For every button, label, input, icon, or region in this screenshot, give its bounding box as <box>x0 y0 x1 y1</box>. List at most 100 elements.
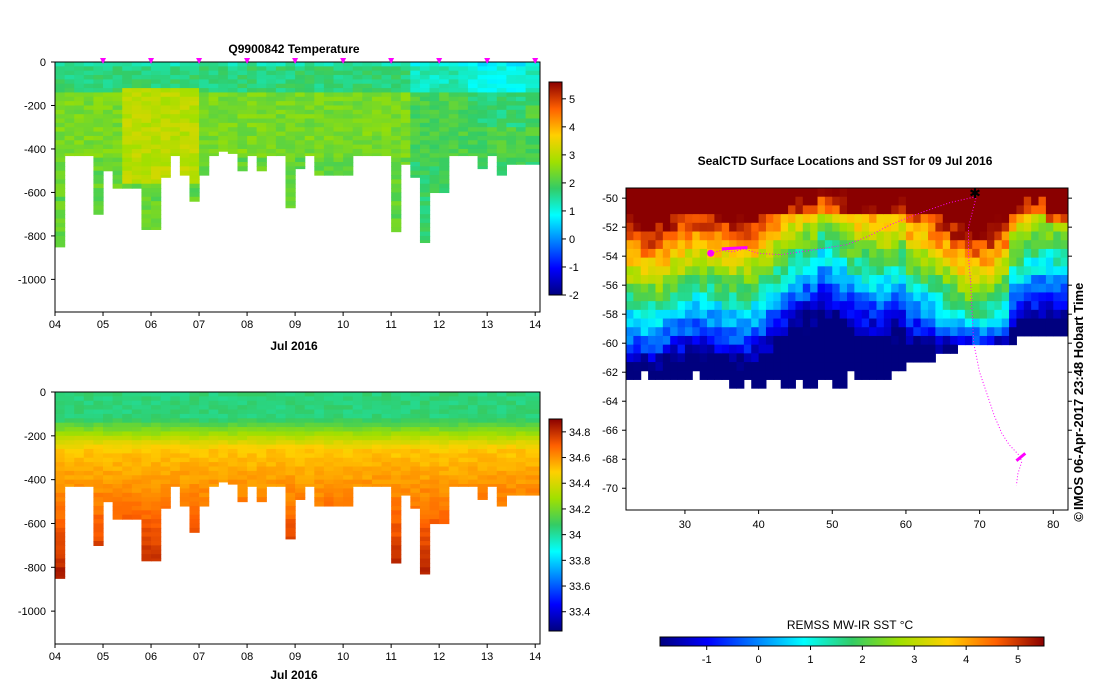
salinity-cell <box>429 413 440 419</box>
temperature-cell <box>93 179 104 185</box>
sst-cell <box>1045 248 1054 259</box>
temperature-cell <box>256 166 267 172</box>
salinity-cell <box>160 422 171 428</box>
sst-cell <box>699 301 708 311</box>
temperature-cell <box>410 148 421 154</box>
temperature-cell <box>256 62 267 67</box>
temperature-cell <box>333 153 344 159</box>
temperature-cell <box>439 96 450 102</box>
sst-cell <box>986 335 995 346</box>
sst-cell <box>869 370 877 380</box>
sst-cell <box>972 283 981 293</box>
sst-cell <box>1001 275 1010 285</box>
salinity-cell <box>323 497 335 503</box>
salinity-cell <box>93 492 104 498</box>
temperature-cell <box>93 83 104 89</box>
salinity-cell <box>256 440 267 446</box>
sst-cell <box>773 248 782 259</box>
salinity-cell <box>285 536 296 540</box>
sst-cell <box>854 248 863 259</box>
salinity-cell <box>304 392 315 397</box>
temperature-cell <box>74 114 85 120</box>
salinity-cell <box>362 453 373 459</box>
sst-cell <box>869 205 877 215</box>
sst-cell <box>891 301 900 311</box>
temperature-cell <box>391 96 402 102</box>
temperature-cell <box>141 188 152 194</box>
temperature-colorbar-tick-label: 2 <box>569 178 575 190</box>
temperature-cell <box>343 140 354 146</box>
temperature-cell <box>227 88 239 94</box>
temperature-cell <box>218 140 229 146</box>
sst-cell <box>928 275 936 285</box>
temperature-cell <box>103 62 114 67</box>
sst-cell <box>994 188 1003 198</box>
temperature-cell <box>122 96 133 102</box>
sst-cell <box>677 196 686 206</box>
temperature-cell <box>237 79 248 85</box>
sst-cell <box>1016 292 1025 302</box>
sst-cell <box>707 301 715 311</box>
sst-cell <box>920 283 929 293</box>
sst-cell <box>729 309 737 320</box>
temperature-cell <box>371 109 383 115</box>
temperature-cell <box>151 153 162 159</box>
salinity-cell <box>400 479 411 485</box>
temperature-cell <box>371 118 383 124</box>
temperature-colorbar-tick-label: -1 <box>569 262 579 274</box>
salinity-cell <box>381 427 392 433</box>
sst-cell <box>677 283 686 293</box>
temperature-cell <box>515 75 527 80</box>
sst-cell <box>957 214 966 224</box>
sst-cell <box>780 240 789 250</box>
temperature-cell <box>371 75 383 80</box>
salinity-cell <box>74 475 85 481</box>
temperature-cell <box>189 135 200 141</box>
sst-cell <box>1023 309 1032 320</box>
map-xtick-label: 30 <box>679 519 691 531</box>
map-ytick-label: -52 <box>602 222 618 234</box>
salinity-cell <box>515 484 527 490</box>
temperature-cell <box>93 88 104 94</box>
temperature-cell <box>419 157 431 163</box>
salinity-cell <box>131 396 143 402</box>
salinity-cell <box>237 462 248 468</box>
temperature-cell <box>458 92 469 98</box>
sst-cell <box>1023 231 1032 241</box>
sst-cell <box>928 292 936 302</box>
temperature-cell <box>122 75 133 80</box>
salinity-cell <box>506 427 517 433</box>
sst-cell <box>883 309 892 320</box>
salinity-cell <box>467 427 479 433</box>
salinity-cell <box>295 492 306 498</box>
salinity-cell <box>391 479 402 485</box>
salinity-cell <box>160 501 171 507</box>
sst-cell <box>861 362 870 372</box>
sst-cell <box>633 301 642 311</box>
sst-cell <box>802 344 811 354</box>
sst-cell <box>1038 231 1047 241</box>
temperature-cell <box>381 114 392 120</box>
salinity-cell <box>141 444 152 450</box>
salinity-cell <box>199 392 210 397</box>
temperature-cell <box>477 140 488 146</box>
salinity-cell <box>160 466 171 472</box>
sst-cell <box>699 327 708 337</box>
sst-cell <box>1001 196 1010 206</box>
sst-cell <box>920 275 929 285</box>
temperature-cell <box>179 114 191 120</box>
sst-cell <box>994 205 1003 215</box>
salinity-cell <box>391 554 402 560</box>
sst-cell <box>913 240 922 250</box>
salinity-cell <box>304 470 315 476</box>
salinity-cell <box>429 392 440 397</box>
salinity-cell <box>371 475 383 481</box>
sst-cell <box>758 301 767 311</box>
salinity-cell <box>160 431 171 437</box>
temperature-cell <box>362 127 373 133</box>
sst-cell <box>1060 275 1068 285</box>
salinity-cell <box>419 519 431 525</box>
sst-cell <box>979 309 988 320</box>
temperature-cell <box>458 114 469 120</box>
temperature-cell <box>199 114 210 120</box>
